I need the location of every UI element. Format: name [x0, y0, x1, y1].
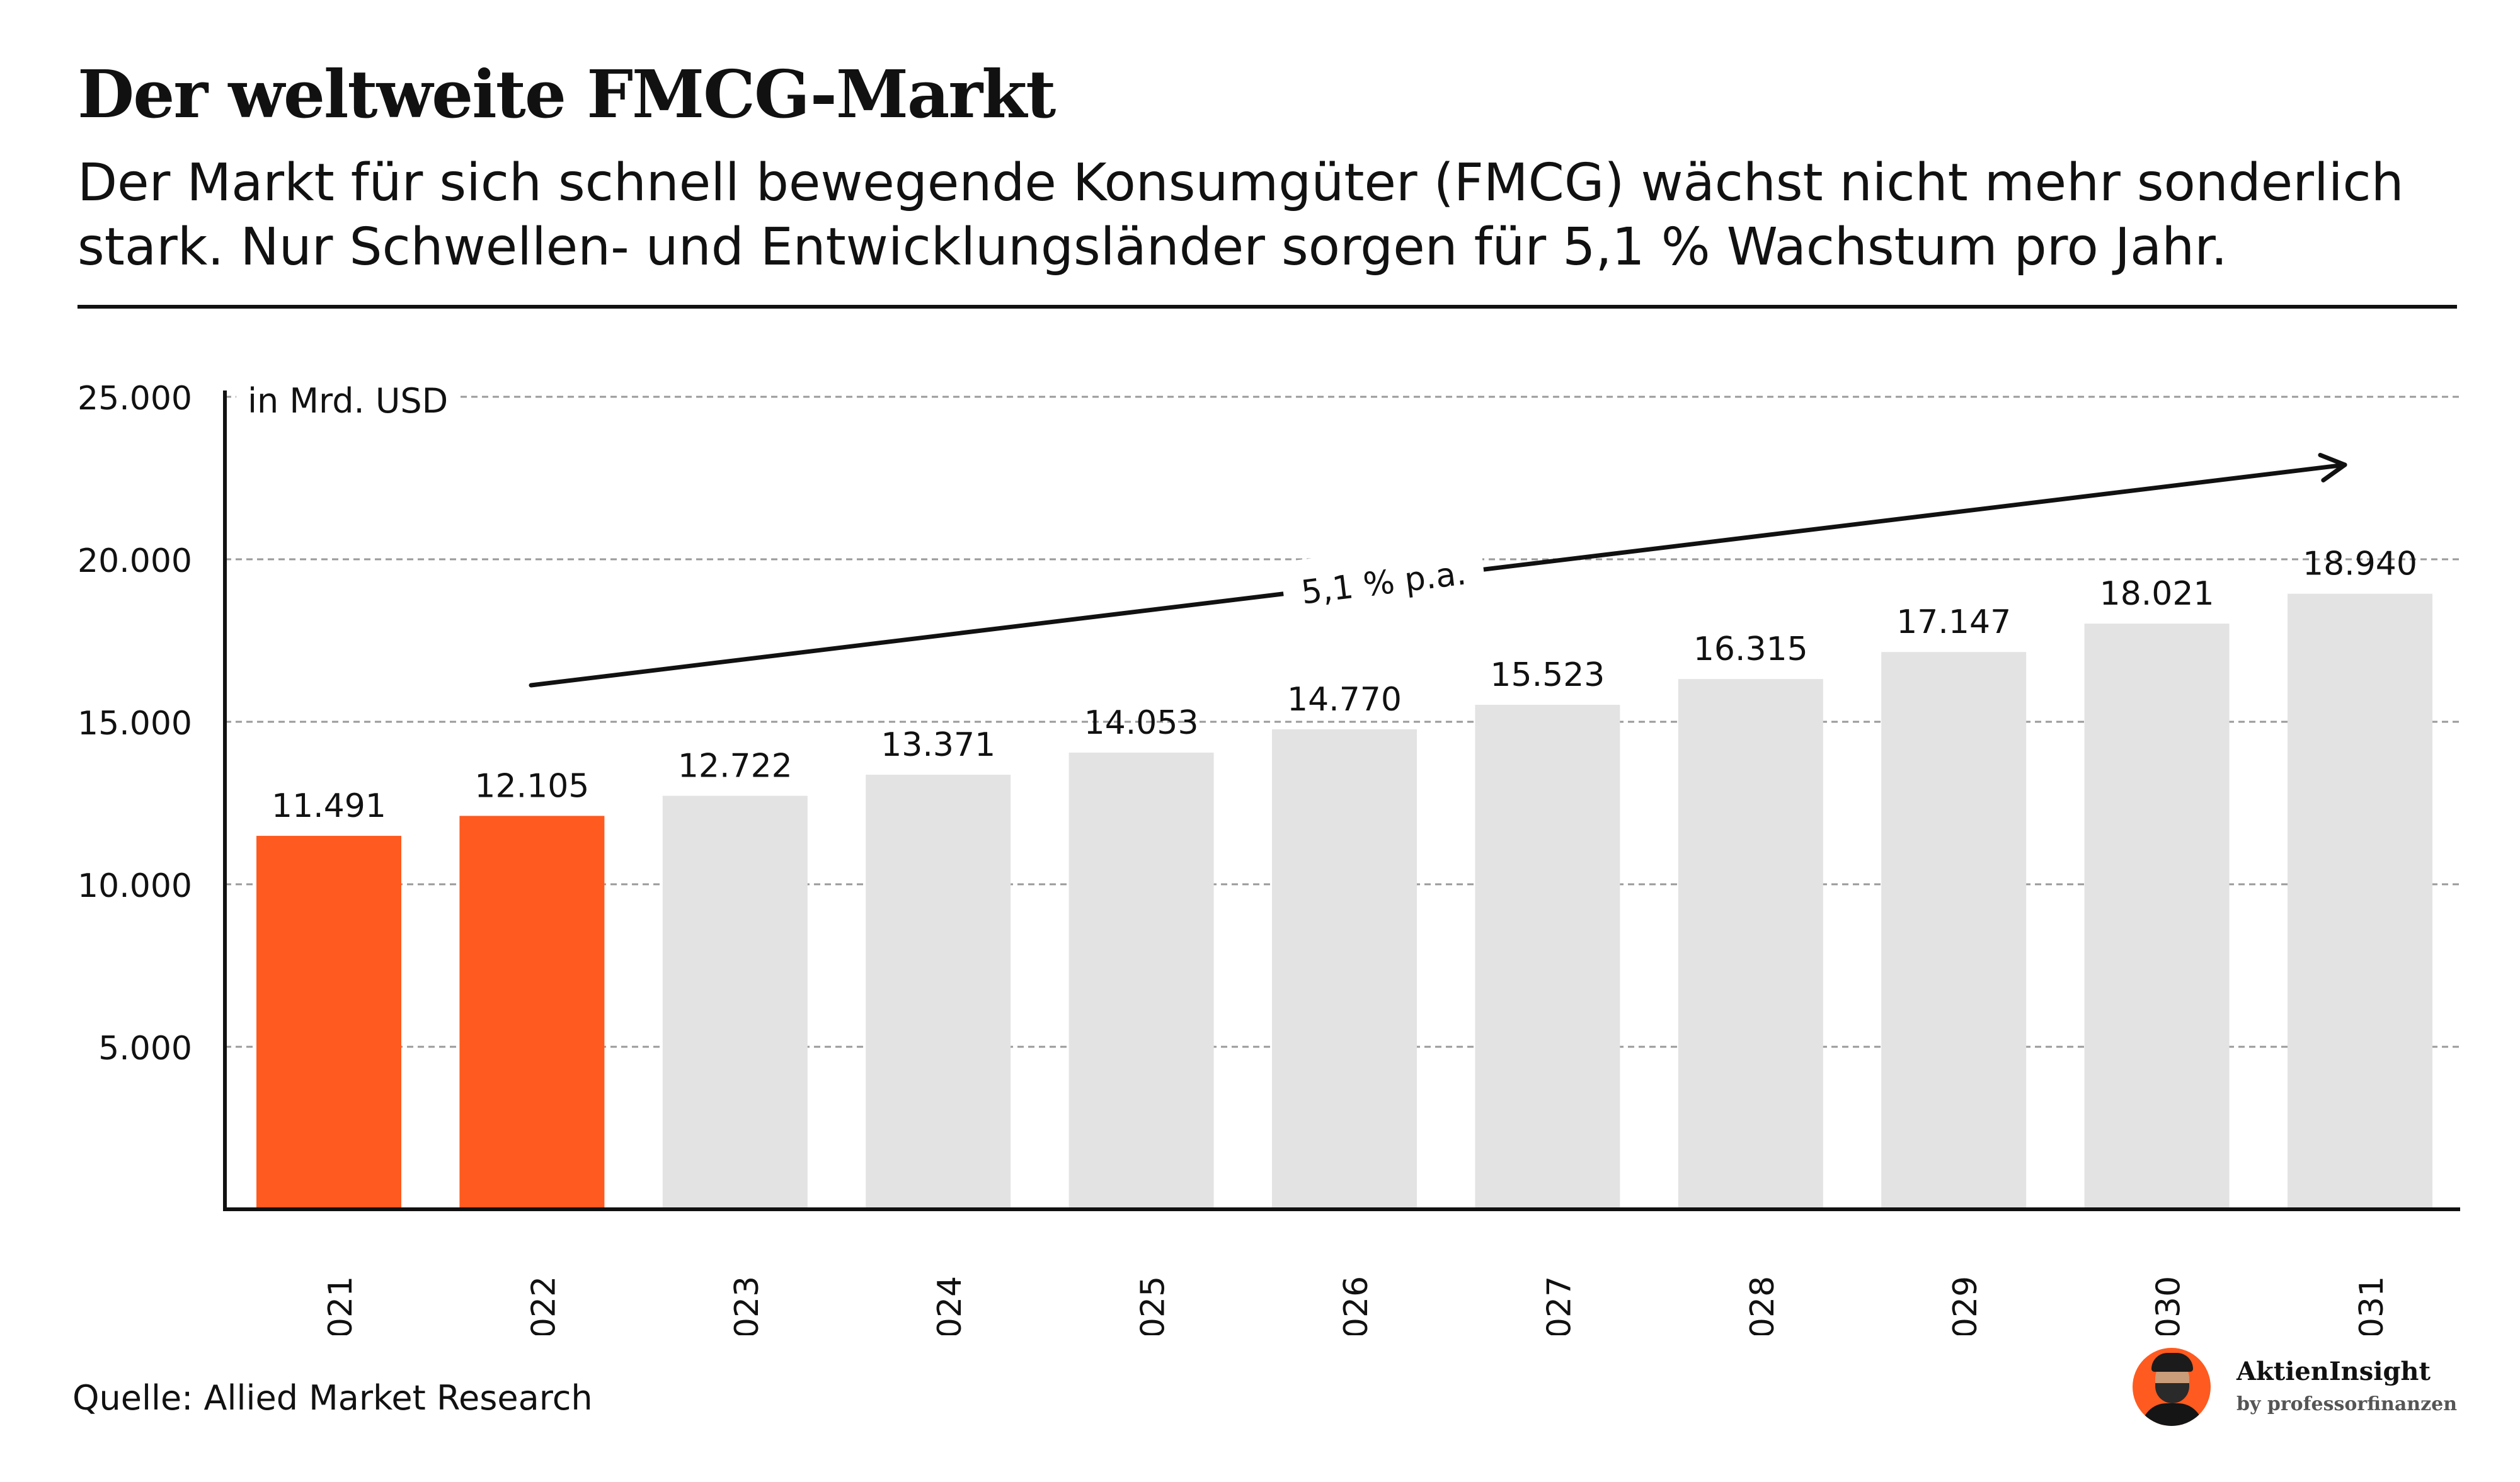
- bar-value-label: 14.770: [1287, 681, 1402, 719]
- bar: [256, 836, 401, 1209]
- bar: [1068, 752, 1214, 1209]
- x-tick-label: 2031: [2353, 1276, 2391, 1335]
- growth-label-background: [1280, 538, 1487, 625]
- brand-logo: AktienInsight by professorfinanzen: [2133, 1348, 2460, 1436]
- bar-chart: 5.000 10.000 15.000 20.000 25.000 in Mrd. USD…: [77, 368, 2460, 1335]
- x-tick-label: 2026: [1337, 1276, 1375, 1335]
- bar-value-label: 15.523: [1490, 656, 1605, 694]
- x-tick-label: 2021: [322, 1276, 360, 1335]
- bar-value-label: 14.053: [1084, 704, 1199, 742]
- chart-title: Der weltweite FMCG-Markt: [77, 55, 1056, 133]
- y-tick-label: 5.000: [98, 1030, 192, 1068]
- bar-value-label: 13.371: [881, 726, 995, 764]
- brand-name: AktienInsight: [2236, 1357, 2431, 1386]
- bar: [662, 795, 808, 1209]
- x-tick-label: 2028: [1744, 1276, 1782, 1335]
- bar-value-label: 12.105: [474, 767, 589, 805]
- header-divider: [77, 305, 2457, 309]
- y-tick-label: 10.000: [77, 867, 192, 905]
- bar: [2288, 593, 2432, 1209]
- bar: [1272, 729, 1417, 1209]
- bar: [1881, 652, 2027, 1209]
- unit-label-background: [236, 368, 460, 422]
- x-tick-label: 2027: [1540, 1276, 1578, 1335]
- x-tick-label: 2030: [2150, 1276, 2188, 1335]
- bar: [459, 816, 605, 1209]
- bar: [2084, 624, 2230, 1209]
- y-tick-label: 20.000: [77, 542, 192, 580]
- y-tick-label: 15.000: [77, 705, 192, 743]
- bar: [1678, 679, 1823, 1209]
- bar: [1475, 705, 1620, 1209]
- x-tick-label: 2025: [1135, 1276, 1172, 1335]
- bar: [866, 775, 1011, 1209]
- brand-byline: by professorfinanzen: [2236, 1393, 2458, 1415]
- unit-label: in Mrd. USD: [248, 381, 448, 421]
- x-tick-label: 2023: [728, 1276, 766, 1335]
- chart-subtitle: Der Markt für sich schnell bewegende Kon…: [77, 153, 2404, 277]
- bar-value-label: 11.491: [272, 787, 386, 825]
- bar-value-label: 17.147: [1896, 603, 2011, 641]
- source-note: Quelle: Allied Market Research: [72, 1378, 593, 1418]
- growth-arrowhead-icon: [2318, 452, 2347, 482]
- bar-value-label: 16.315: [1693, 630, 1808, 668]
- bar-value-label: 18.940: [2303, 545, 2417, 583]
- y-tick-label: 25.000: [77, 380, 192, 418]
- avatar-portrait-icon: [2133, 1348, 2211, 1426]
- x-tick-label: 2022: [525, 1276, 563, 1335]
- x-tick-label: 2029: [1947, 1276, 1984, 1335]
- x-tick-label: 2024: [931, 1276, 969, 1335]
- bar-value-label: 12.722: [678, 748, 793, 785]
- bar-value-label: 18.021: [2100, 575, 2214, 613]
